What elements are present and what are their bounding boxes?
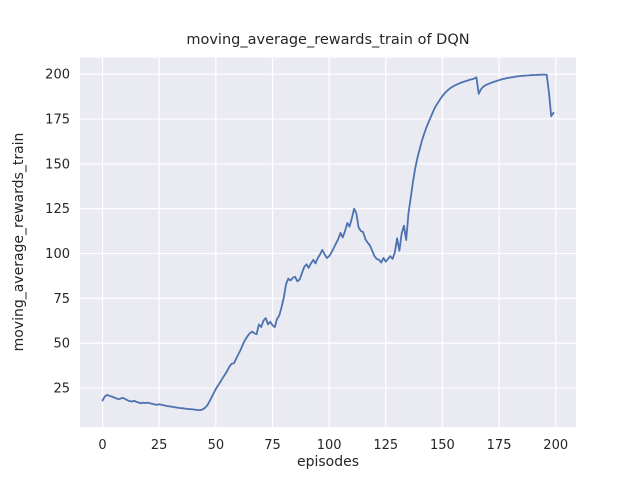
chart-title: moving_average_rewards_train of DQN: [186, 32, 470, 48]
y-tick-label: 100: [45, 247, 70, 262]
y-tick-label: 200: [45, 68, 70, 83]
x-tick-label: 175: [487, 438, 512, 453]
x-tick-label: 150: [430, 438, 455, 453]
x-tick-label: 75: [264, 438, 281, 453]
plot-area: [80, 57, 576, 427]
y-axis-label: moving_average_rewards_train: [11, 133, 27, 352]
y-tick-label: 175: [45, 112, 70, 127]
y-tick-label: 125: [45, 202, 70, 217]
x-tick-label: 50: [208, 438, 225, 453]
y-tick-label: 25: [53, 382, 70, 397]
x-tick-label: 25: [151, 438, 168, 453]
y-tick-label: 75: [53, 292, 70, 307]
series-line: [101, 73, 555, 412]
x-tick-label: 100: [317, 438, 342, 453]
x-tick-label: 125: [373, 438, 398, 453]
x-tick-label: 0: [98, 438, 106, 453]
x-axis-label: episodes: [296, 454, 360, 470]
y-tick-label: 150: [45, 157, 70, 172]
y-tick-label: 50: [53, 337, 70, 352]
x-tick-label: 200: [543, 438, 568, 453]
